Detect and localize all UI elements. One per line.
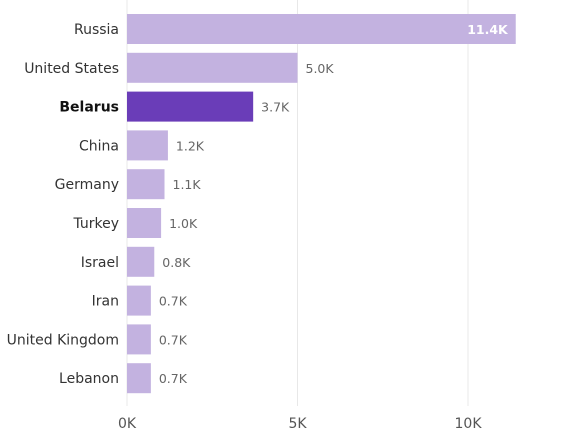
value-label: 1.0K [169, 216, 198, 231]
category-label: United States [24, 61, 119, 77]
value-label: 0.7K [159, 294, 188, 309]
value-label: 0.7K [159, 371, 188, 386]
value-label: 0.7K [159, 332, 188, 347]
bar[interactable] [127, 14, 516, 44]
category-label: Germany [55, 177, 119, 193]
bar[interactable] [127, 363, 151, 394]
category-label: Lebanon [59, 371, 119, 387]
value-label: 11.4K [467, 22, 509, 37]
category-label: Iran [92, 294, 119, 310]
category-label: China [79, 138, 119, 154]
bar[interactable] [127, 324, 151, 355]
category-label: United Kingdom [7, 332, 119, 348]
category-label: Belarus [59, 100, 119, 116]
category-label: Russia [74, 22, 119, 38]
bar-layer [127, 14, 516, 394]
x-tick-label: 10K [455, 416, 483, 432]
value-label: 1.2K [176, 138, 205, 153]
bar[interactable] [127, 246, 155, 277]
bar[interactable] [127, 208, 162, 238]
bar[interactable] [127, 285, 151, 316]
category-label: Turkey [72, 216, 119, 232]
value-label: 5.0K [306, 61, 335, 76]
value-label: 1.1K [173, 177, 202, 192]
bar[interactable] [127, 52, 298, 83]
bar[interactable] [127, 130, 168, 161]
bar[interactable] [127, 91, 254, 122]
value-label: 3.7K [261, 100, 290, 115]
x-axis: 0K 5K 10K [118, 416, 482, 432]
x-tick-label: 5K [288, 416, 307, 432]
label-layer: Russia 11.4K United States 5.0K Belarus 3.7K C… [7, 22, 509, 387]
x-tick-label: 0K [118, 416, 137, 432]
value-label: 0.8K [162, 255, 191, 270]
bar[interactable] [127, 169, 165, 200]
category-label: Israel [81, 255, 119, 271]
